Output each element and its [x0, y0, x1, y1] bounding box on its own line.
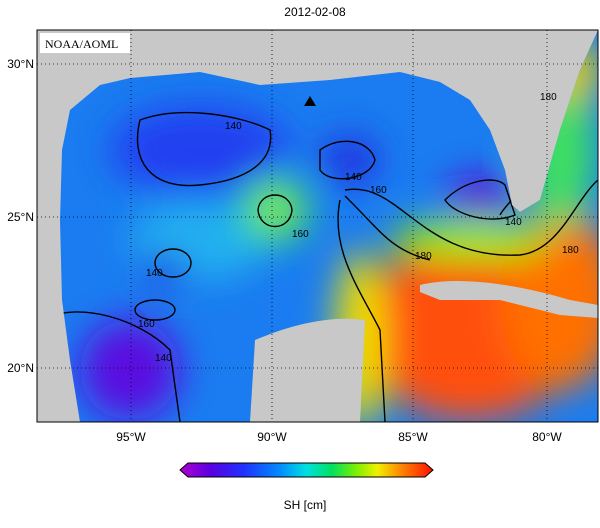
contour-label: 140 [155, 353, 172, 364]
lon-label: 80°W [532, 430, 562, 444]
colorbar-ramp [179, 462, 434, 478]
colorbar [179, 462, 434, 478]
lon-labels: 95°W 90°W 85°W 80°W [116, 430, 562, 444]
lat-label: 20°N [7, 361, 34, 375]
contour-label: 140 [225, 121, 242, 132]
contour-label: 140 [146, 268, 163, 279]
contour-label: 160 [370, 185, 387, 196]
credit-box [40, 33, 130, 53]
contour-labels: 140 140 160 140 180 160 140 160 140 180 … [138, 92, 579, 364]
lat-label: 30°N [7, 57, 34, 71]
contour-label: 140 [505, 217, 522, 228]
contour-label: 180 [415, 251, 432, 262]
lat-labels: 30°N 25°N 20°N [7, 57, 34, 375]
credit: NOAA/AOML [45, 37, 118, 51]
lon-label: 90°W [257, 430, 287, 444]
lon-label: 95°W [116, 430, 146, 444]
yucatan [250, 318, 365, 422]
map-frame [36, 29, 599, 423]
lon-label: 85°W [398, 430, 428, 444]
cuba [420, 280, 598, 318]
colorbar-label: SH [cm] [284, 498, 327, 512]
buoy-marker [304, 96, 316, 106]
title: 2012-02-08 [284, 5, 346, 19]
contour-label: 160 [138, 319, 155, 330]
lat-label: 25°N [7, 210, 34, 224]
contour-label: 140 [345, 172, 362, 183]
contour-label: 180 [562, 245, 579, 256]
contour-label: 160 [292, 229, 309, 240]
map: NOAA/AOML 140 140 160 140 180 160 140 16… [37, 30, 598, 422]
contour-label: 180 [540, 92, 557, 103]
